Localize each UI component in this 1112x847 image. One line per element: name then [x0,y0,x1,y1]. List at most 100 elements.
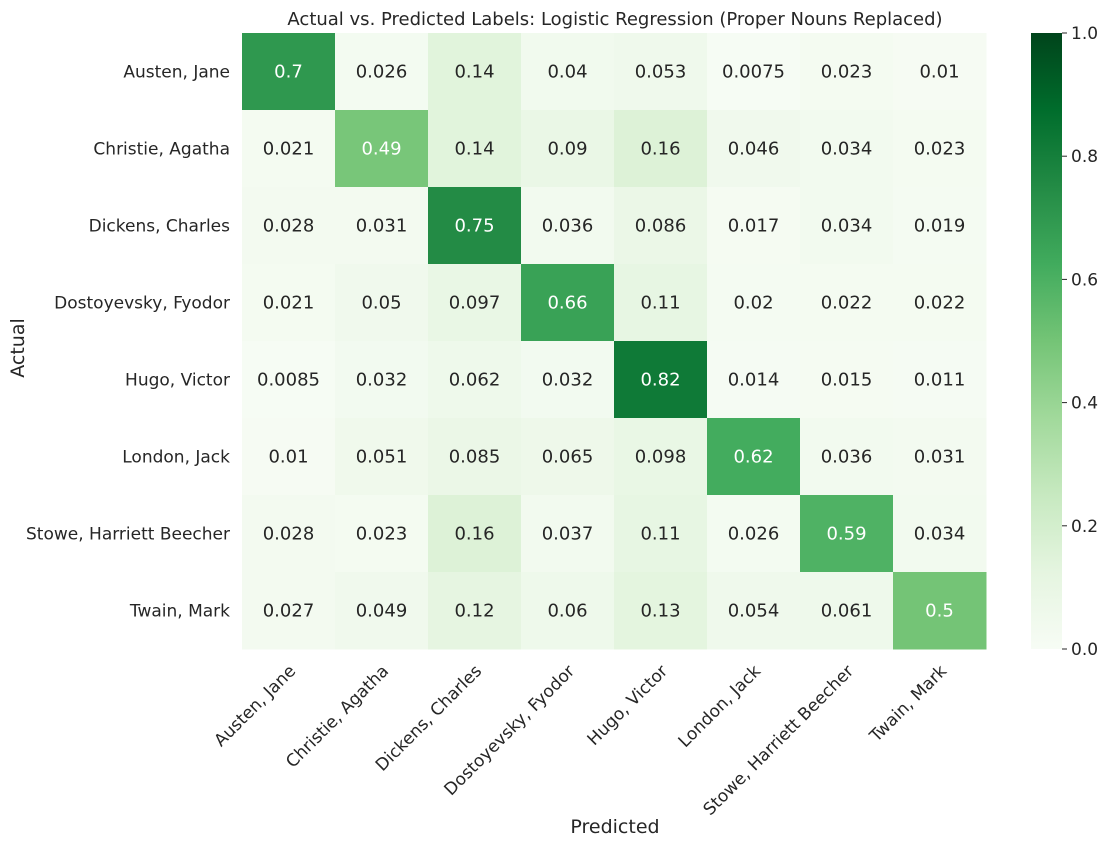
heatmap-cell [335,495,429,573]
heatmap-cell [335,33,429,111]
cell-value-label: 0.023 [821,62,873,83]
heatmap-cell [521,264,615,342]
chart-title: Actual vs. Predicted Labels: Logistic Re… [287,9,942,30]
column-label: Twain, Mark [865,661,951,747]
cell-value-label: 0.021 [263,139,315,160]
row-label: Hugo, Victor [125,371,230,391]
heatmap-cell [893,264,987,342]
cell-value-label: 0.014 [728,370,780,391]
heatmap-cell [800,33,894,111]
heatmap-cell [893,110,987,188]
cell-value-label: 0.036 [821,447,873,468]
cell-value-label: 0.049 [356,601,408,622]
heatmap-cell [521,110,615,188]
heatmap-cell [335,418,429,496]
heatmap-cell [242,33,336,111]
cell-value-label: 0.5 [925,601,954,622]
heatmap-cell [521,187,615,265]
heatmap-cell [242,572,336,650]
column-label: Stowe, Harriett Beecher [700,661,858,819]
heatmap-cell [800,110,894,188]
cell-value-label: 0.13 [640,601,680,622]
heatmap-cell [707,110,801,188]
cell-value-label: 0.16 [454,524,494,545]
heatmap-cell [428,33,522,111]
heatmap-cell [242,110,336,188]
row-labels: Austen, Jane Christie, Agatha Dickens, Cha… [26,63,230,622]
cell-value-label: 0.053 [635,62,687,83]
cell-value-label: 0.036 [542,216,594,237]
cell-value-label: 0.022 [914,293,966,314]
heatmap-cell [428,187,522,265]
y-axis-label: Actual [7,318,29,378]
cell-value-label: 0.034 [821,216,873,237]
colorbar-tick-label: 0.2 [1071,517,1098,537]
cell-value-label: 0.061 [821,601,873,622]
row-label: Christie, Agatha [93,140,230,160]
heatmap-cell [893,33,987,111]
heatmap-cell [614,341,708,419]
heatmap-cell [707,33,801,111]
column-label: Hugo, Victor [584,661,672,749]
colorbar-tick-label: 0.6 [1071,270,1098,290]
heatmap-cell [428,341,522,419]
cell-value-label: 0.037 [542,524,594,545]
heatmap-cell [521,33,615,111]
column-label: London, Jack [675,661,765,751]
colorbar [1031,33,1062,649]
heatmap-cell [800,572,894,650]
heatmap-cell [893,187,987,265]
heatmap-cell [800,418,894,496]
cell-value-label: 0.085 [449,447,501,468]
cell-value-label: 0.098 [635,447,687,468]
cell-value-label: 0.0075 [722,62,785,83]
heatmap-cell [707,495,801,573]
cell-value-label: 0.032 [356,370,408,391]
cell-value-label: 0.028 [263,216,315,237]
cell-value-label: 0.022 [821,293,873,314]
cell-value-label: 0.14 [454,139,494,160]
cell-value-label: 0.04 [547,62,587,83]
heatmap-cell [614,495,708,573]
heatmap-cell [800,495,894,573]
heatmap-cell [707,264,801,342]
heatmap-cell [614,33,708,111]
heatmap-cell [614,187,708,265]
heatmap-cell [428,495,522,573]
row-label: Dostoyevsky, Fyodor [54,294,230,314]
heatmap-cell [800,341,894,419]
cell-value-label: 0.14 [454,62,494,83]
heatmap-cell [521,418,615,496]
cell-value-label: 0.59 [826,524,866,545]
colorbar-tick-label: 0.4 [1071,394,1098,414]
colorbar-tick-label: 0.8 [1071,147,1098,167]
heatmap-cell [521,495,615,573]
cell-value-label: 0.82 [640,370,680,391]
cell-value-label: 0.097 [449,293,501,314]
heatmap-cell [893,495,987,573]
cell-value-label: 0.16 [640,139,680,160]
cell-value-label: 0.75 [454,216,494,237]
heatmap-cell [335,264,429,342]
cell-value-label: 0.028 [263,524,315,545]
cell-value-label: 0.023 [356,524,408,545]
cell-value-label: 0.12 [454,601,494,622]
cell-value-label: 0.49 [361,139,401,160]
row-label: London, Jack [122,448,230,468]
cell-value-label: 0.7 [274,62,303,83]
cell-value-label: 0.034 [821,139,873,160]
colorbar-tick-label: 1.0 [1071,24,1098,44]
x-axis-label: Predicted [570,816,659,838]
cell-value-label: 0.026 [728,524,780,545]
heatmap-cell [242,495,336,573]
row-label: Twain, Mark [129,602,230,622]
cell-value-label: 0.051 [356,447,408,468]
cell-value-label: 0.09 [547,139,587,160]
cell-value-label: 0.66 [547,293,587,314]
cell-value-label: 0.026 [356,62,408,83]
cell-value-label: 0.017 [728,216,780,237]
cell-value-label: 0.01 [919,62,959,83]
cell-value-label: 0.021 [263,293,315,314]
heatmap-cell [428,572,522,650]
